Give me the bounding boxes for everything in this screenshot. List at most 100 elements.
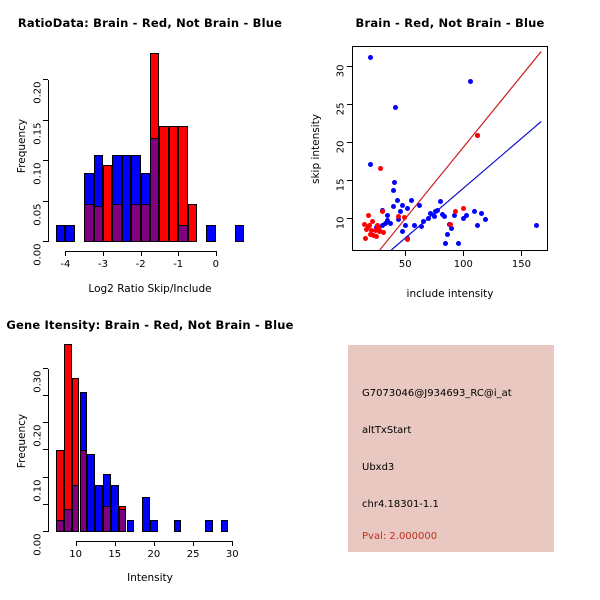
y-axis-tick (43, 241, 48, 242)
x-axis-tick (114, 541, 116, 546)
scatter-point (370, 218, 376, 224)
intensity-scatter-plot: 10 15 20 25 30 50 100 150 (336, 46, 548, 270)
scatter-point (385, 217, 391, 223)
scatter-point (365, 213, 371, 219)
x-axis-tick-label: 30 (225, 549, 239, 560)
scatter-point (432, 208, 438, 214)
intensity-scatter-xlabel: include intensity (406, 288, 494, 300)
histogram-bar (142, 496, 150, 532)
x-axis-tick (178, 251, 180, 256)
scatter-point (474, 223, 480, 229)
y-axis-tick-label: 30 (335, 64, 347, 78)
scatter-point (482, 217, 488, 223)
gene-intensity-xlabel: Intensity (127, 572, 173, 584)
y-axis-tick (43, 119, 48, 121)
histogram-bar (103, 165, 113, 242)
scatter-point (378, 166, 384, 172)
scatter-point (400, 229, 406, 235)
x-axis-tick (65, 251, 67, 256)
y-axis-tick (43, 422, 48, 424)
intensity-scatter-ylabel: skip intensity (310, 114, 322, 184)
x-axis-tick-label: 25 (186, 549, 200, 560)
gene-intensity-title: Gene Itensity: Brain - Red, Not Brain - … (6, 318, 294, 332)
scatter-point (392, 179, 398, 185)
scatter-point (412, 223, 418, 229)
x-axis-tick (140, 251, 142, 256)
x-axis-tick-label: -3 (98, 259, 108, 270)
x-axis-tick-label: -2 (135, 259, 146, 270)
y-axis-tick-label: 0.05 (32, 203, 44, 226)
x-axis-tick (521, 250, 523, 256)
histogram-bar-overlap (150, 137, 160, 242)
scatter-point (421, 218, 427, 224)
info-event-type: altTxStart (362, 425, 412, 436)
x-axis-tick-label: 10 (69, 549, 82, 560)
histogram-bar-overlap (118, 508, 127, 532)
histogram-bar-overlap (63, 508, 72, 532)
scatter-point (391, 188, 397, 194)
scatter-point (395, 214, 401, 220)
info-probe-id: G7073046@J934693_RC@i_at (362, 388, 512, 399)
scatter-point (372, 228, 378, 234)
gene-intensity-ylabel: Frequency (16, 413, 28, 469)
info-pval: Pval: 2.000000 (362, 531, 438, 542)
scatter-point (467, 79, 473, 85)
scatter-point (449, 226, 455, 232)
y-axis-tick (43, 79, 48, 81)
y-axis-tick-label: 0.20 (32, 424, 44, 447)
gene-intensity-plot: 0.00 0.10 0.20 0.30 10 15 20 25 30 (33, 343, 244, 560)
histogram-bar-overlap (71, 485, 80, 532)
gene-intensity-panel: Gene Itensity: Brain - Red, Not Brain - … (0, 300, 300, 600)
scatter-point (442, 214, 448, 220)
x-axis-tick-label: 150 (511, 259, 531, 270)
histogram-bar-overlap (103, 506, 111, 532)
ratio-histogram-panel: RatioData: Brain - Red, Not Brain - Blue… (0, 0, 300, 300)
ratio-histogram-plot: 0.00 0.05 0.10 0.15 0.20 -4 -3 -2 -1 0 (33, 52, 244, 270)
x-axis-tick (463, 250, 465, 256)
scatter-point (373, 233, 379, 239)
y-axis-line (48, 80, 49, 242)
y-axis-tick-label: 25 (335, 102, 347, 116)
histogram-bar-overlap (131, 203, 141, 242)
histogram-bar-overlap (84, 203, 94, 242)
scatter-point (367, 55, 373, 61)
ratio-histogram-title: RatioData: Brain - Red, Not Brain - Blue (17, 16, 283, 30)
scatter-point (377, 229, 383, 235)
scatter-point (369, 227, 375, 233)
histogram-bar (121, 155, 132, 242)
scatter-point (365, 223, 371, 229)
histogram-bar (173, 520, 182, 532)
y-axis-tick (347, 142, 353, 144)
scatter-point (391, 204, 397, 210)
y-axis-tick-label: 0.10 (32, 479, 44, 502)
scatter-point (444, 231, 450, 237)
scatter-point (405, 206, 411, 212)
x-axis-tick (153, 541, 155, 546)
y-axis-tick (43, 367, 48, 369)
histogram-bar (204, 520, 213, 532)
scatter-point (431, 214, 437, 220)
scatter-point (400, 203, 406, 209)
histogram-bar-overlap (93, 206, 103, 242)
scatter-point (387, 220, 393, 226)
y-axis-tick (43, 200, 48, 202)
scatter-point (402, 223, 408, 229)
scatter-point (460, 206, 466, 212)
scatter-point (419, 223, 425, 229)
y-axis-tick (347, 104, 353, 106)
scatter-point (452, 209, 458, 215)
scatter-point (456, 241, 462, 247)
scatter-point (405, 236, 411, 242)
scatter-point (416, 203, 422, 209)
histogram-bar (150, 520, 158, 532)
scatter-point (437, 198, 443, 204)
histogram-bar-overlap (140, 203, 150, 242)
scatter-point (385, 213, 391, 219)
scatter-point (380, 230, 386, 235)
scatter-point (426, 216, 431, 222)
scatter-point (395, 217, 401, 223)
histogram-bar (206, 224, 216, 242)
histogram-bar-overlap (56, 520, 64, 532)
x-axis-tick-label: 0 (212, 259, 219, 270)
y-axis-tick-label: 0.00 (32, 533, 44, 556)
